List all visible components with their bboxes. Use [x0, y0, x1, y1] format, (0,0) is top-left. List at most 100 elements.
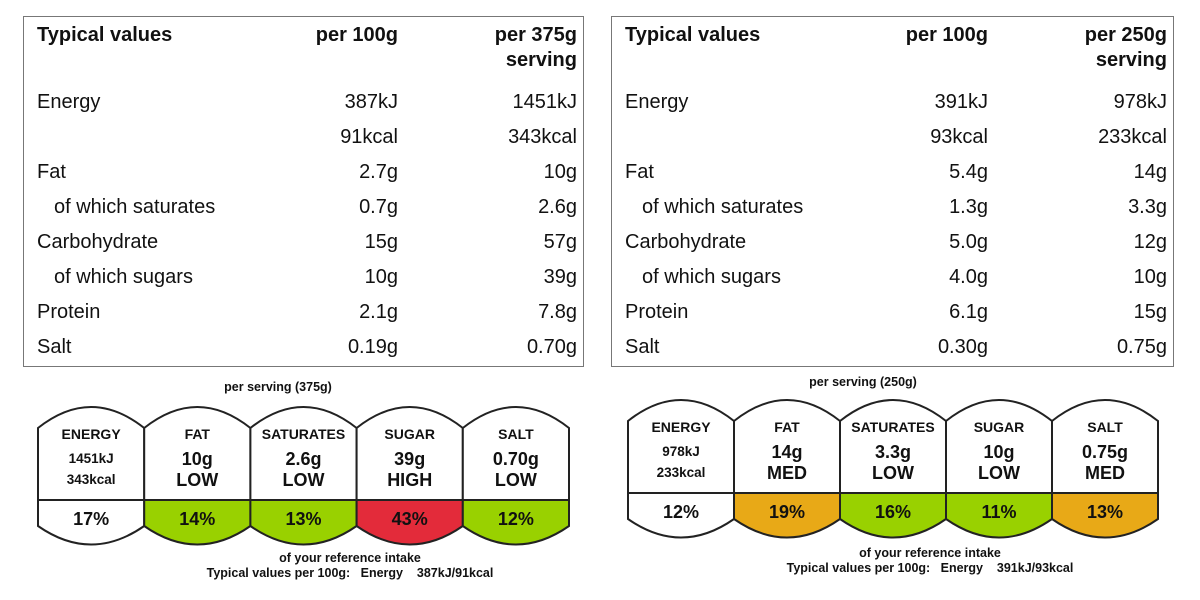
value-per-100g: 15g: [364, 231, 398, 253]
nutrient-label: Energy: [625, 91, 689, 113]
badge-percent: 12%: [497, 509, 534, 529]
value-per-serving: 343kcal: [508, 126, 577, 148]
value-per-serving: 57g: [543, 231, 577, 253]
badge-percent: 11%: [981, 502, 1017, 522]
badge-percent: 13%: [285, 509, 322, 529]
badge-level: MED: [767, 463, 807, 483]
badge-name: FAT: [774, 419, 800, 435]
value-per-100g: 2.7g: [359, 161, 398, 183]
badge-amount: 10g: [983, 442, 1015, 462]
nutrient-label: of which sugars: [54, 266, 193, 288]
nutrient-label: Fat: [37, 161, 66, 183]
nutrient-label: Protein: [37, 301, 101, 323]
table-row: of which saturates 0.7g 2.6g: [24, 190, 583, 225]
value-per-100g: 2.1g: [359, 301, 398, 323]
value-per-100g: 0.7g: [359, 196, 398, 218]
nutrient-label: of which sugars: [642, 266, 781, 288]
value-per-100g: 93kcal: [930, 126, 988, 148]
badge-shapes: [627, 399, 1159, 539]
nutrient-label: Fat: [625, 161, 654, 183]
value-per-serving: 14g: [1133, 161, 1167, 183]
header-per-100g: per 100g: [315, 24, 398, 46]
header-per-serving-line2: serving: [505, 49, 577, 71]
table-row: of which sugars 10g 39g: [24, 260, 583, 295]
nutrition-table-right: Typical values per 100g per 250g serving…: [611, 16, 1174, 367]
nutrient-label: of which saturates: [54, 196, 216, 218]
value-per-100g: 0.30g: [937, 336, 988, 358]
badge-name: ENERGY: [61, 426, 121, 442]
value-per-serving: 39g: [543, 266, 577, 288]
badge-top: [1051, 399, 1159, 494]
badge-level: LOW: [176, 470, 219, 490]
nutrition-table-left: Typical values per 100g per 375g serving…: [23, 16, 584, 367]
badge-top: [461, 406, 570, 501]
table-row: Energy 391kJ 978kJ: [612, 85, 1173, 120]
value-per-100g: 0.19g: [347, 336, 398, 358]
header-typical-values: Typical values: [625, 24, 761, 46]
value-per-100g: 4.0g: [949, 266, 988, 288]
table-row: of which saturates 1.3g 3.3g: [612, 190, 1173, 225]
nutrient-label: Salt: [37, 336, 72, 358]
table-row: Energy 387kJ 1451kJ: [24, 85, 583, 120]
badge-percent: 16%: [874, 502, 912, 522]
badge-name: SALT: [1087, 419, 1123, 435]
badge-name: SATURATES: [261, 426, 346, 442]
badge-amount: 39g: [394, 449, 426, 469]
header-per-serving-line1: per 375g: [494, 24, 577, 46]
traffic-light-label-left: ENERGY 1451kJ 343kcal 17% FAT 10g LOW 14% SATURA…: [37, 404, 570, 546]
badge-level: LOW: [872, 463, 914, 483]
value-per-serving: 978kJ: [1113, 91, 1167, 113]
header-per-serving: per 250g serving: [1085, 23, 1167, 73]
badge-amount: 0.70g: [492, 449, 539, 469]
badge-name: ENERGY: [651, 419, 711, 435]
footer-line1: of your reference intake: [859, 546, 1001, 560]
value-per-100g: 387kJ: [344, 91, 398, 113]
badge-level: LOW: [282, 470, 325, 490]
table-row: 93kcal 233kcal: [612, 120, 1173, 155]
table-row: Protein 6.1g 15g: [612, 295, 1173, 330]
badge-name: SUGAR: [384, 426, 435, 442]
value-per-serving: 0.70g: [526, 336, 577, 358]
header-per-serving-line2: serving: [1095, 49, 1167, 71]
badge-amount: 14g: [771, 442, 803, 462]
value-per-100g: 5.4g: [949, 161, 988, 183]
table-row: 91kcal 343kcal: [24, 120, 583, 155]
nutrient-label: Protein: [625, 301, 689, 323]
value-per-100g: 391kJ: [934, 91, 988, 113]
table-row: Fat 5.4g 14g: [612, 155, 1173, 190]
value-per-serving: 7.8g: [538, 301, 577, 323]
nutrient-label: Salt: [625, 336, 660, 358]
value-per-serving: 233kcal: [1098, 126, 1167, 148]
table-row: Salt 0.30g 0.75g: [612, 330, 1173, 365]
reference-intake-footer-right: of your reference intake Typical values …: [720, 546, 1140, 576]
badge-percent: 13%: [1086, 502, 1124, 522]
nutrient-label: of which saturates: [642, 196, 804, 218]
serving-caption-right: per serving (250g): [809, 375, 917, 389]
value-per-serving: 10g: [1133, 266, 1167, 288]
table-row: of which sugars 4.0g 10g: [612, 260, 1173, 295]
traffic-light-label-right: ENERGY 978kJ 233kcal 12% FAT 14g MED 19% SATURAT…: [627, 397, 1159, 539]
value-per-serving: 15g: [1133, 301, 1167, 323]
badge-percent-fill: [1051, 492, 1159, 539]
table-row: Salt 0.19g 0.70g: [24, 330, 583, 365]
badge-amount: 10g: [181, 449, 213, 469]
nutrient-label: Energy: [37, 91, 101, 113]
value-per-serving: 0.75g: [1116, 336, 1167, 358]
badge-name: FAT: [184, 426, 210, 442]
badge-level: LOW: [978, 463, 1020, 483]
header-per-serving: per 375g serving: [495, 23, 577, 73]
badge-percent: 43%: [391, 509, 428, 529]
value-per-100g: 91kcal: [340, 126, 398, 148]
badge-energy-kcal: 233kcal: [656, 465, 706, 480]
header-per-100g: per 100g: [905, 24, 988, 46]
badge-name: SALT: [498, 426, 534, 442]
badge-amount: 0.75g: [1081, 442, 1129, 462]
badge-energy-kcal: 343kcal: [66, 472, 116, 487]
serving-caption-left: per serving (375g): [224, 380, 332, 394]
header-typical-values: Typical values: [37, 24, 173, 46]
badge-level: MED: [1085, 463, 1125, 483]
badge-amount: 2.6g: [285, 449, 322, 469]
footer-line2: Typical values per 100g: Energy 391kJ/93…: [786, 561, 1074, 575]
value-per-100g: 5.0g: [949, 231, 988, 253]
badge-level: HIGH: [387, 470, 433, 490]
